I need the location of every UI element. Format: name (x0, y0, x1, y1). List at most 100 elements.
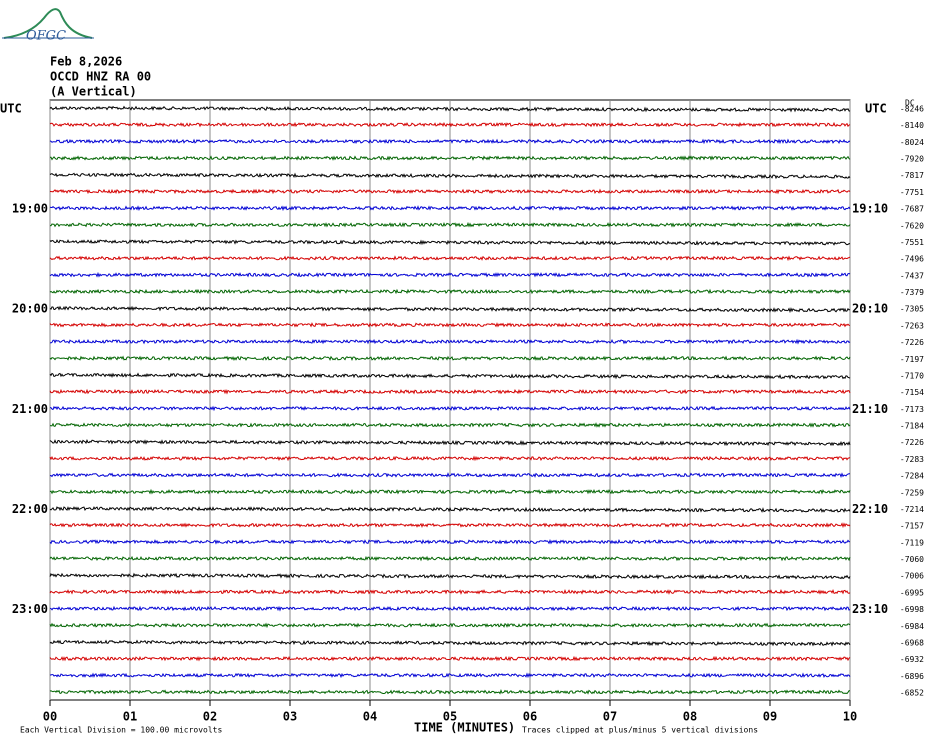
trace (49, 388, 851, 395)
scale-note: Each Vertical Division = 100.00 microvol… (20, 726, 222, 735)
left-time-label: 23:00 (12, 602, 48, 616)
right-time-label: UTC (865, 102, 887, 116)
dc-offset: -6995 (900, 588, 924, 597)
date: Feb 8,2026 (50, 55, 122, 69)
logo-arc (3, 8, 93, 39)
dc-offset: -7751 (900, 188, 924, 197)
dc-offset: -7006 (900, 572, 924, 581)
right-time-label: 21:10 (852, 402, 888, 416)
trace (49, 255, 851, 262)
trace (49, 172, 851, 180)
dc-offset: -7305 (900, 305, 924, 314)
dc-offset: -7620 (900, 221, 924, 230)
dc-offset: -6852 (900, 689, 924, 698)
dc-offset: -6998 (900, 605, 924, 614)
dc-offset: -7817 (900, 171, 924, 180)
dc-offset: -6932 (900, 655, 924, 664)
x-tick-label: 08 (683, 710, 697, 724)
trace (50, 155, 851, 161)
dc-offset: -7496 (900, 255, 924, 264)
trace (49, 372, 851, 380)
trace (49, 188, 851, 195)
right-time-label: 20:10 (852, 302, 888, 316)
dc-offset: -8140 (900, 121, 924, 130)
dc-offset: -7170 (900, 371, 924, 380)
x-tick-label: 10 (843, 710, 857, 724)
trace (49, 271, 851, 278)
x-tick-label: 09 (763, 710, 777, 724)
trace (49, 538, 851, 545)
trace (49, 338, 851, 345)
trace (49, 506, 851, 513)
trace (49, 221, 851, 228)
dc-offset: -7119 (900, 538, 924, 547)
x-axis-label: TIME (MINUTES) (414, 721, 515, 735)
dc-offset: -7173 (900, 405, 924, 414)
trace (49, 121, 851, 128)
dc-offset: -7551 (900, 238, 924, 247)
trace (49, 488, 851, 495)
dc-offset: -7214 (900, 505, 924, 514)
trace (49, 589, 851, 595)
trace (49, 472, 850, 479)
dc-offset: -7154 (900, 388, 924, 397)
dc-offset: -7197 (900, 355, 924, 364)
dc-offset: -7920 (900, 155, 924, 164)
x-tick-label: 07 (603, 710, 617, 724)
dc-offset: -7157 (900, 522, 924, 531)
trace (49, 138, 851, 145)
dc-offset: -8246 (900, 105, 924, 114)
trace (49, 105, 851, 113)
right-time-label: 23:10 (852, 602, 888, 616)
dc-offset: -8024 (900, 138, 924, 147)
dc-label: DC (905, 99, 915, 108)
dc-offset: -6968 (900, 638, 924, 647)
trace (49, 322, 851, 328)
trace (49, 605, 851, 612)
right-time-label: 19:10 (852, 202, 888, 216)
trace (49, 639, 851, 647)
trace (49, 405, 851, 412)
left-time-label: UTC (0, 102, 22, 116)
x-tick-label: 05 (443, 710, 457, 724)
x-tick-label: 00 (43, 710, 57, 724)
dc-offset: -7226 (900, 438, 924, 447)
trace (49, 455, 851, 462)
clip-note: Traces clipped at plus/minus 5 vertical … (522, 726, 758, 735)
dc-offset: -7259 (900, 488, 924, 497)
trace (49, 288, 851, 295)
trace (49, 572, 851, 580)
trace (49, 239, 851, 247)
dc-offset: -7284 (900, 472, 924, 481)
left-time-label: 22:00 (12, 502, 48, 516)
trace (49, 689, 850, 695)
dc-offset: -6984 (900, 622, 924, 631)
left-time-label: 20:00 (12, 302, 48, 316)
right-time-label: 22:10 (852, 502, 888, 516)
x-tick-label: 06 (523, 710, 537, 724)
trace (49, 355, 851, 362)
trace (49, 438, 851, 447)
dc-offset: -7184 (900, 422, 924, 431)
trace (49, 422, 851, 428)
dc-offset: -7437 (900, 271, 924, 280)
dc-offset: -7263 (900, 321, 924, 330)
left-time-label: 21:00 (12, 402, 48, 416)
x-tick-label: 04 (363, 710, 377, 724)
dc-offset: -7687 (900, 205, 924, 214)
trace (49, 622, 851, 629)
trace (49, 205, 851, 212)
dc-offset: -7226 (900, 338, 924, 347)
x-tick-label: 02 (203, 710, 217, 724)
logo-text: OFGC (26, 29, 66, 44)
trace (49, 672, 851, 679)
dc-offset: -7283 (900, 455, 924, 464)
station: OCCD HNZ RA 00 (50, 70, 151, 84)
trace (49, 555, 851, 562)
dc-offset: -7379 (900, 288, 924, 297)
dc-offset: -6896 (900, 672, 924, 681)
component: (A Vertical) (50, 85, 137, 99)
x-tick-label: 01 (123, 710, 137, 724)
dc-offset: -7060 (900, 555, 924, 564)
